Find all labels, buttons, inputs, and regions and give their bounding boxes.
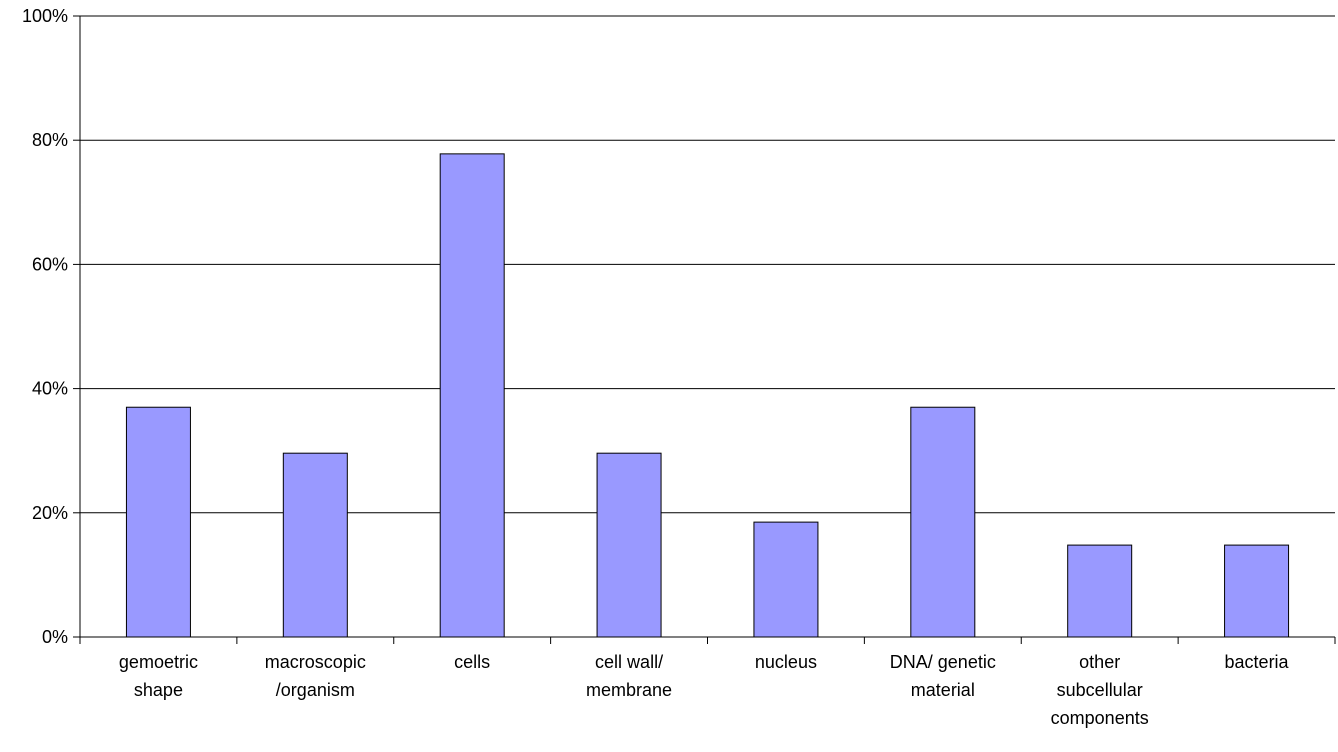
y-tick-label: 80% xyxy=(32,130,68,150)
x-category-label: subcellular xyxy=(1057,680,1143,700)
x-category-label: DNA/ genetic xyxy=(890,652,996,672)
bar xyxy=(125,406,191,638)
x-category-label: shape xyxy=(134,680,183,700)
y-axis-ticks: 0% 20% 40% 60% 80% 100% xyxy=(22,6,80,647)
x-category-label: cell wall/ xyxy=(595,652,663,672)
y-tick-label: 60% xyxy=(32,254,68,274)
x-category-label: nucleus xyxy=(755,652,817,672)
bar xyxy=(910,406,976,638)
x-category-label: other xyxy=(1079,652,1120,672)
x-category-label: membrane xyxy=(586,680,672,700)
x-category-label: macroscopic xyxy=(265,652,366,672)
gridlines xyxy=(80,15,1335,514)
x-category-label: components xyxy=(1051,708,1149,728)
y-tick-label: 20% xyxy=(32,503,68,523)
x-category-label: /organism xyxy=(276,680,355,700)
x-category-label: bacteria xyxy=(1225,652,1290,672)
x-category-label: gemoetric xyxy=(119,652,198,672)
bar xyxy=(753,521,819,638)
bar xyxy=(1067,544,1133,638)
bar xyxy=(439,153,505,638)
y-tick-label: 100% xyxy=(22,6,68,26)
x-axis-labels: gemoetric shape macroscopic/organism cells c… xyxy=(119,652,1290,728)
y-tick-label: 0% xyxy=(42,627,68,647)
y-tick-label: 40% xyxy=(32,379,68,399)
bar xyxy=(596,452,662,638)
x-category-label: cells xyxy=(454,652,490,672)
bar xyxy=(282,452,348,638)
bar xyxy=(1224,544,1290,638)
x-category-label: material xyxy=(911,680,975,700)
bars xyxy=(125,153,1290,638)
axes xyxy=(79,16,1336,644)
